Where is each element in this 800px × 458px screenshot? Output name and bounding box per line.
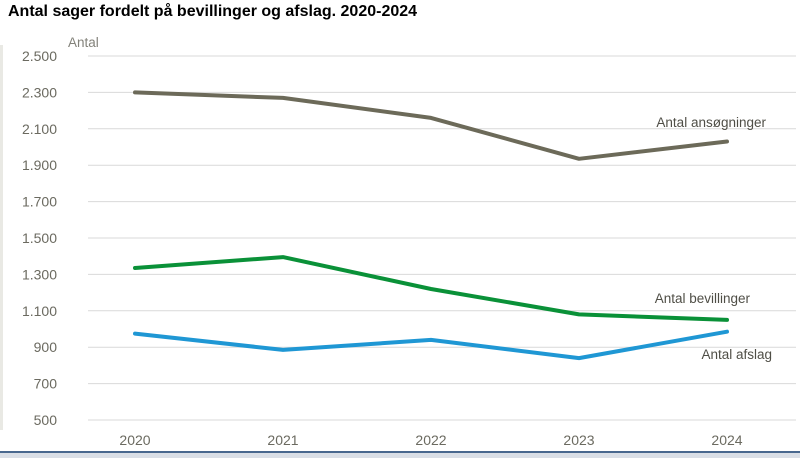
series-label: Antal ansøgninger xyxy=(656,115,766,130)
y-tick-label: 500 xyxy=(34,412,58,428)
chart-title: Antal sager fordelt på bevillinger og af… xyxy=(8,3,418,20)
series-line-antal-bevillinger xyxy=(133,255,729,322)
x-tick-label: 2024 xyxy=(711,432,742,448)
left-strip xyxy=(0,45,3,430)
series-line-antal-ansogninger xyxy=(133,90,729,161)
x-tick-label: 2020 xyxy=(119,432,150,448)
y-tick-label: 2.500 xyxy=(22,48,57,64)
x-tick-label: 2023 xyxy=(563,432,594,448)
y-tick-label: 1.900 xyxy=(22,157,57,173)
y-tick-label: 700 xyxy=(34,376,58,392)
series-label: Antal bevillinger xyxy=(655,291,751,306)
series-line-antal-afslag xyxy=(133,329,729,361)
y-tick-label: 1.100 xyxy=(22,303,57,319)
y-tick-label: 900 xyxy=(34,339,58,355)
y-tick-label: 2.300 xyxy=(22,84,57,100)
x-tick-label: 2021 xyxy=(267,432,298,448)
bottom-bar xyxy=(0,451,800,458)
y-axis-title: Antal xyxy=(68,35,99,50)
y-tick-label: 2.100 xyxy=(22,121,57,137)
y-tick-label: 1.700 xyxy=(22,194,57,210)
y-tick-label: 1.500 xyxy=(22,230,57,246)
y-tick-label: 1.300 xyxy=(22,266,57,282)
series-label: Antal afslag xyxy=(701,347,772,362)
x-tick-label: 2022 xyxy=(415,432,446,448)
